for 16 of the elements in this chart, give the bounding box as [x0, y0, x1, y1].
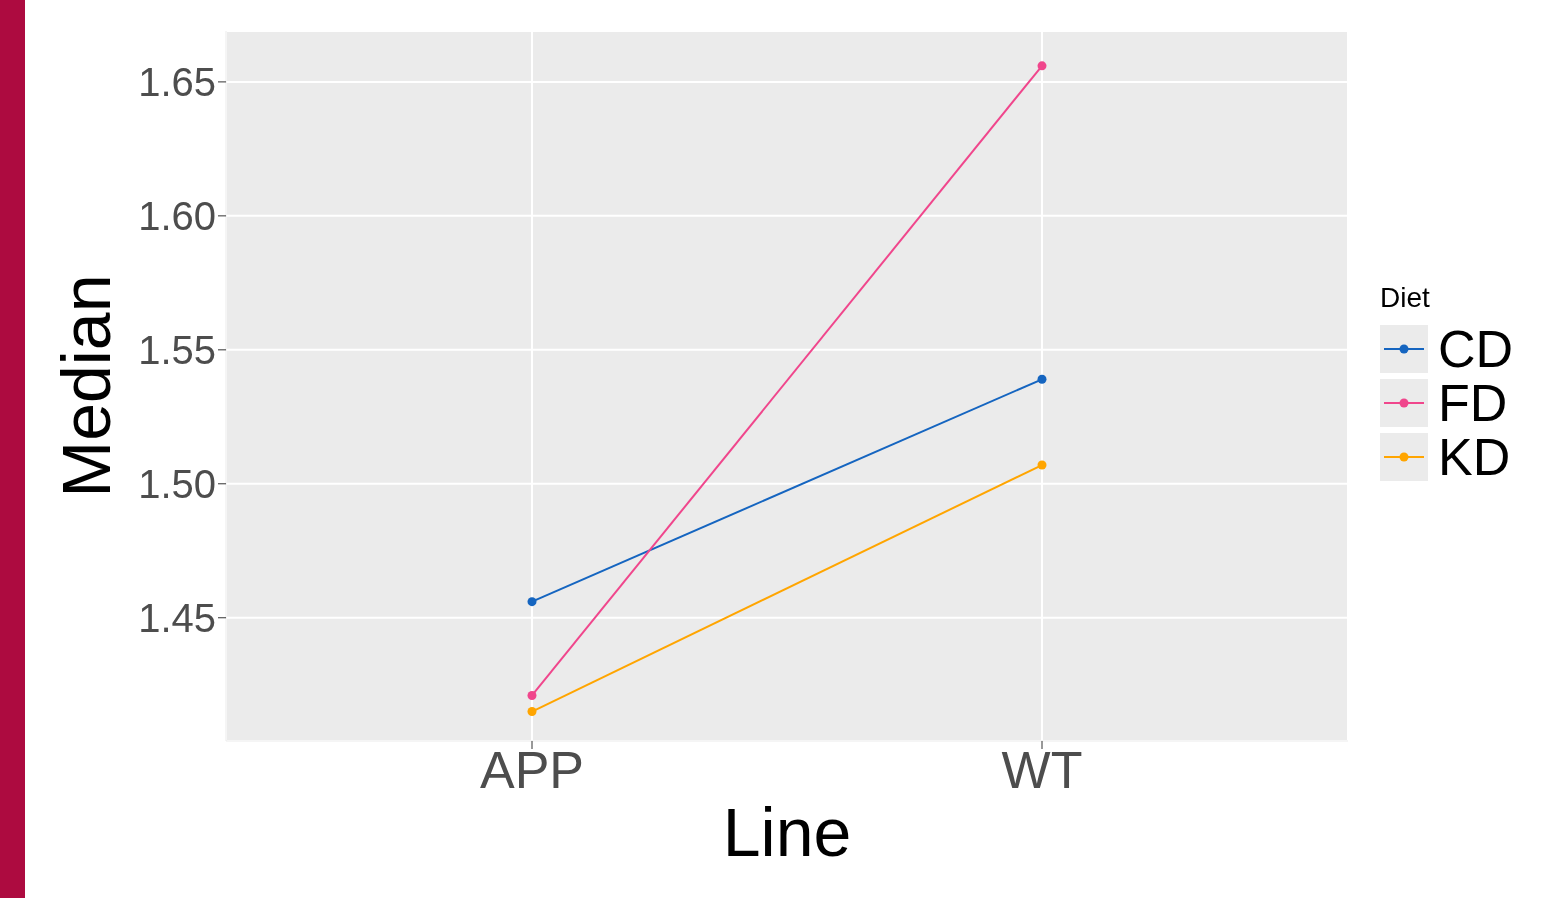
y-tick-label: 1.65	[138, 60, 216, 105]
y-tick-label: 1.50	[138, 461, 216, 506]
legend-title: Diet	[1380, 282, 1431, 314]
point	[527, 690, 537, 700]
x-axis-title: Line	[722, 794, 852, 870]
y-tick-label: 1.60	[138, 194, 216, 239]
x-tick-label: WT	[1001, 740, 1083, 799]
point	[527, 597, 537, 607]
point	[1037, 374, 1047, 384]
point	[1037, 61, 1047, 71]
y-tick-label: 1.55	[138, 328, 216, 373]
x-tick-label: APP	[479, 740, 585, 799]
y-tick-label: 1.45	[138, 595, 216, 640]
y-axis-title: Median	[48, 274, 125, 498]
point	[527, 707, 537, 717]
point	[1037, 460, 1047, 470]
